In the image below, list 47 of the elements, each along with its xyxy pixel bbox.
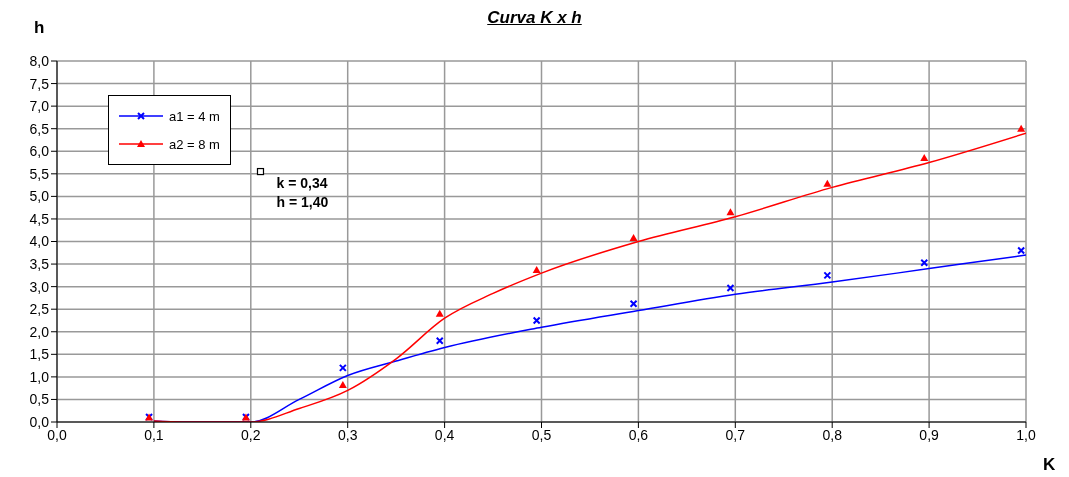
point <box>338 381 347 388</box>
annotation: k = 0,34 h = 1,40 <box>276 174 329 210</box>
y-tick-label: 4,0 <box>29 233 50 250</box>
point <box>435 309 444 317</box>
y-tick-label: 3,0 <box>29 278 50 295</box>
x-tick-label: 0,4 <box>434 426 455 443</box>
y-tick-label: 1,0 <box>29 368 50 385</box>
point <box>338 363 347 372</box>
y-tick-label: 7,5 <box>29 75 50 92</box>
legend-label: a1 = 4 m <box>169 108 220 124</box>
y-tick-label: 6,0 <box>29 143 50 160</box>
y-tick-label: 4,5 <box>29 210 50 227</box>
y-tick-label: 2,5 <box>29 301 50 318</box>
y-tick-label: 8,0 <box>29 52 50 69</box>
x-tick-label: 0,0 <box>47 426 67 443</box>
point <box>823 179 832 187</box>
point <box>629 233 638 241</box>
point <box>532 316 541 325</box>
y-tick-label: 0,0 <box>29 413 50 430</box>
x-tick-label: 0,9 <box>919 426 940 443</box>
x-tick-label: 0,7 <box>725 426 746 443</box>
y-axis-title: h <box>34 18 45 38</box>
point <box>629 299 638 308</box>
y-tick-label: 6,5 <box>29 120 50 137</box>
point <box>532 265 541 273</box>
point <box>1017 124 1026 132</box>
x-axis-title: K <box>1043 455 1056 475</box>
x-tick-label: 0,8 <box>822 426 843 443</box>
y-tick-label: 7,0 <box>29 98 50 115</box>
point <box>1017 246 1026 255</box>
point <box>920 154 929 162</box>
y-tick-label: 0,5 <box>29 391 50 408</box>
y-tick-label: 1,5 <box>29 346 50 363</box>
x-tick-label: 0,2 <box>241 426 261 443</box>
y-tick-label: 3,5 <box>29 256 50 273</box>
point <box>823 271 832 280</box>
point <box>726 208 735 216</box>
x-tick-label: 1,0 <box>1016 426 1036 443</box>
chart-title: Curva K x h <box>487 8 582 27</box>
x-tick-label: 0,3 <box>337 426 358 443</box>
x-tick-label: 0,6 <box>628 426 649 443</box>
y-tick-label: 5,0 <box>29 188 50 205</box>
x-tick-label: 0,5 <box>531 426 552 443</box>
y-tick-label: 5,5 <box>29 165 50 182</box>
y-tick-label: 2,0 <box>29 323 50 340</box>
x-tick-label: 0,1 <box>144 426 164 443</box>
legend-label: a2 = 8 m <box>169 136 220 152</box>
